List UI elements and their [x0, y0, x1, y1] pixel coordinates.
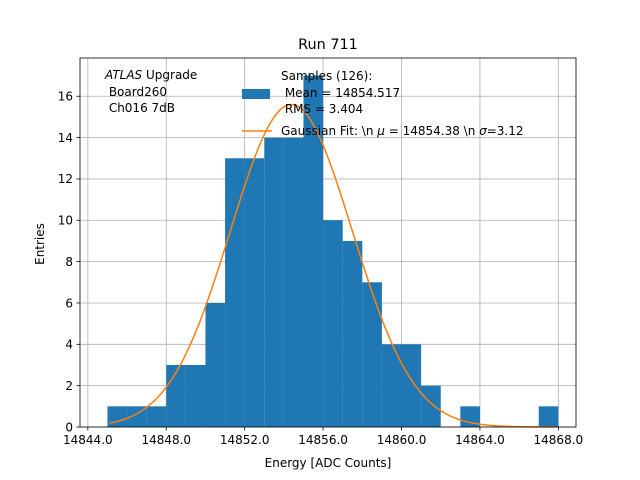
histogram-bar [538, 406, 559, 427]
y-tick-label: 16 [58, 90, 73, 104]
y-tick-label: 10 [58, 214, 73, 228]
channel-label: Ch016 7dB [105, 101, 175, 115]
y-tick-label: 12 [58, 172, 73, 186]
y-tick-label: 4 [65, 338, 73, 352]
histogram-bar [225, 158, 245, 427]
histogram-bar [381, 344, 402, 427]
board-label: Board260 [105, 85, 167, 99]
x-tick-label: 14864.0 [455, 433, 505, 447]
legend-samples-title: Samples (126): [281, 69, 372, 83]
legend-samples-rms: RMS = 3.404 [281, 102, 363, 116]
x-tick-label: 14852.0 [220, 433, 270, 447]
histogram-bar [146, 406, 167, 427]
y-tick-label: 0 [65, 420, 73, 434]
histogram-bar [401, 344, 422, 427]
histogram-bar [283, 137, 304, 427]
x-axis-label: Energy [ADC Counts] [265, 456, 392, 470]
y-tick-label: 6 [65, 296, 73, 310]
svg-text:ATLAS Upgrade: ATLAS Upgrade [104, 68, 197, 82]
histogram-bar [303, 75, 324, 428]
histogram-bar [264, 137, 284, 427]
histogram-bar [107, 406, 128, 427]
legend: Samples (126): Mean = 14854.517 RMS = 3.… [242, 69, 524, 138]
chart-title: Run 711 [298, 37, 358, 53]
x-tick-label: 14848.0 [141, 433, 191, 447]
x-axis-ticks: 14844.0 14848.0 14852.0 14856.0 14860.0 14864… [63, 427, 583, 447]
gaussian-fit-curve [109, 103, 555, 428]
histogram-bar [166, 364, 186, 427]
histogram-bar [244, 158, 265, 427]
histogram-bar [185, 364, 206, 427]
legend-fit-label: Gaussian Fit: \n μ = 14854.38 \n σ=3.12 [281, 124, 524, 138]
x-tick-label: 14860.0 [377, 433, 427, 447]
x-tick-label: 14856.0 [298, 433, 348, 447]
x-tick-label: 14844.0 [63, 433, 113, 447]
y-tick-label: 2 [65, 379, 73, 393]
y-axis-label: Entries [33, 223, 47, 265]
y-tick-label: 8 [65, 255, 73, 269]
legend-samples-mean: Mean = 14854.517 [281, 86, 400, 100]
y-axis-ticks: 0 2 4 6 8 10 12 14 16 [58, 90, 80, 434]
histogram-bar [342, 240, 363, 427]
upgrade-label: Upgrade [142, 68, 197, 82]
histogram-bar [205, 302, 226, 427]
histogram-bar [421, 385, 441, 427]
legend-samples-patch [242, 89, 270, 99]
x-tick-label: 14868.0 [534, 433, 584, 447]
histogram-bar [362, 282, 382, 427]
atlas-annotation: ATLAS Upgrade Board260 Ch016 7dB [104, 68, 197, 115]
atlas-label: ATLAS [104, 68, 143, 82]
y-tick-label: 14 [58, 131, 73, 145]
plot-frame [79, 57, 577, 428]
histogram-bar [323, 220, 343, 427]
